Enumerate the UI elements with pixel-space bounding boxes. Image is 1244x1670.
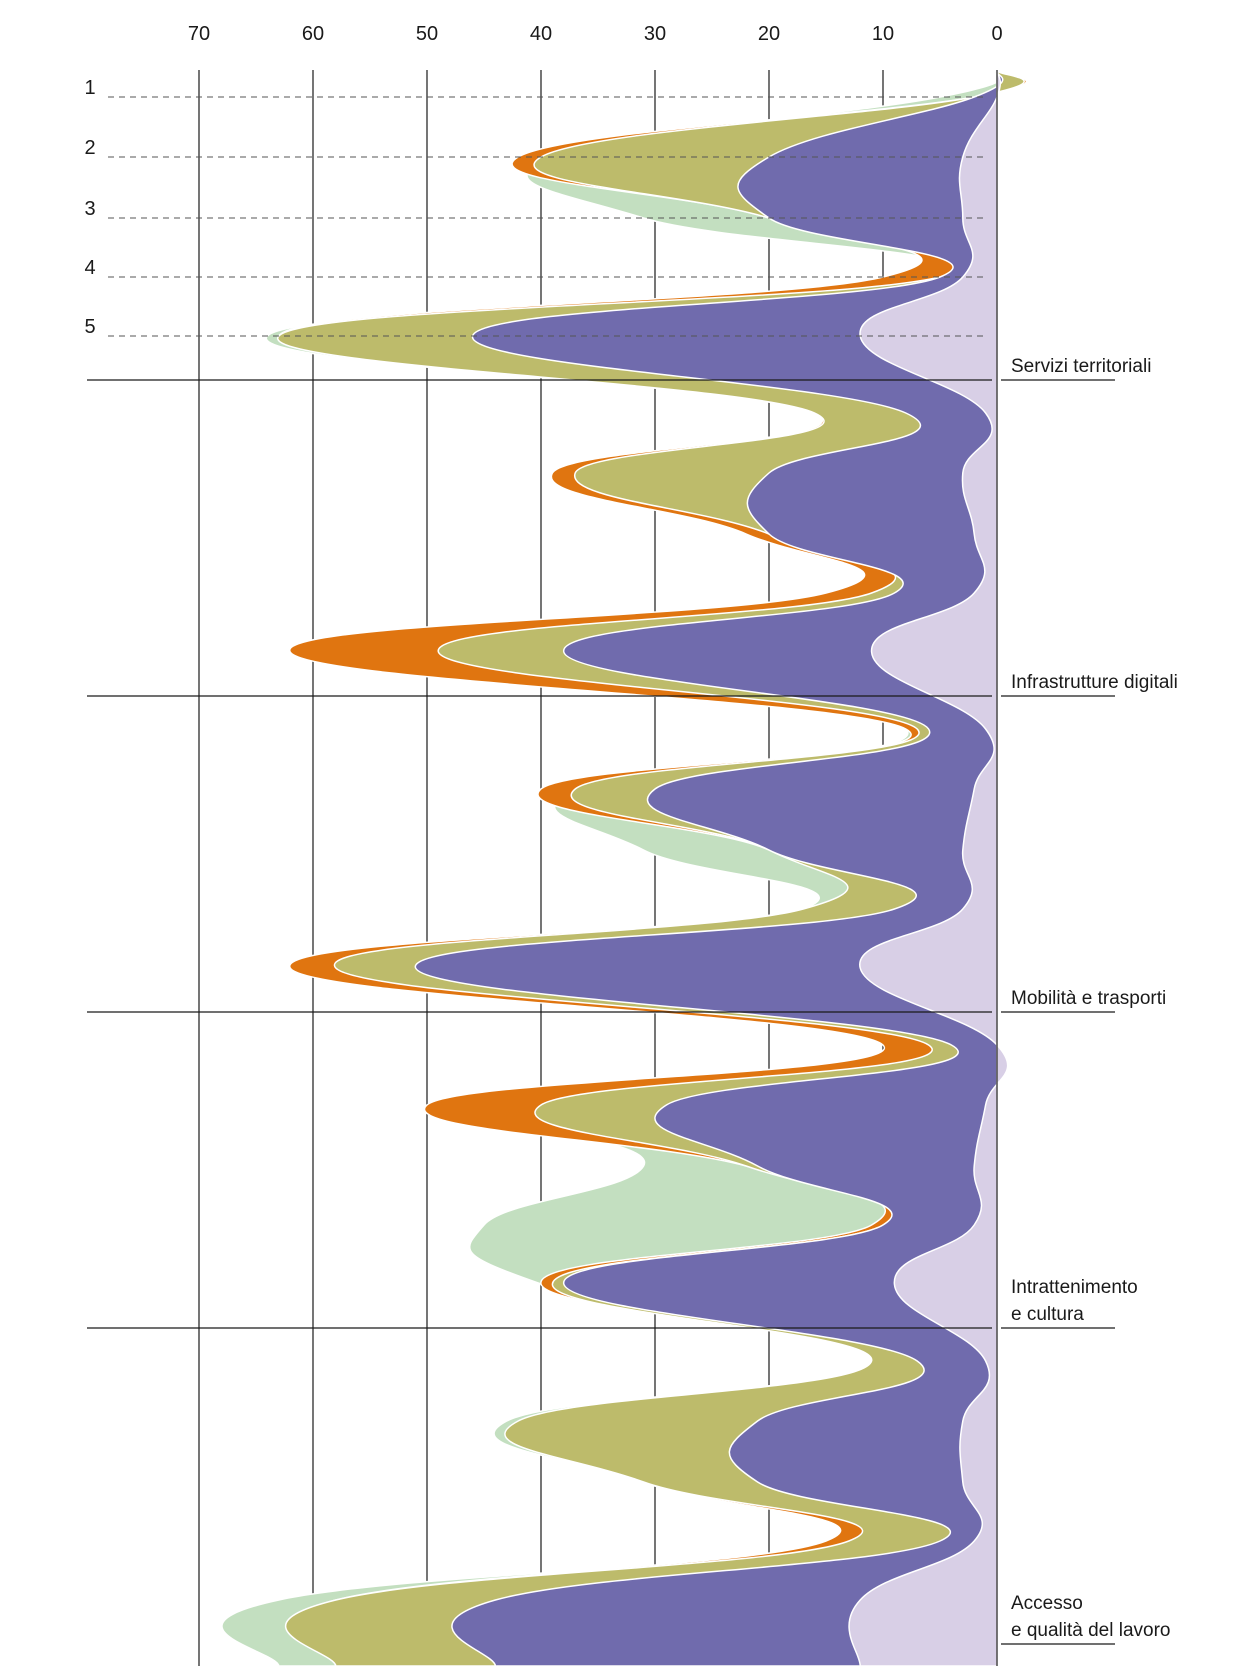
category-label: Infrastrutture digitali [1011,672,1178,693]
series-area-1 [414,69,1004,1667]
x-tick-label: 0 [991,23,1002,45]
category-label: Servizi territoriali [1011,356,1151,377]
x-tick-label: 20 [758,23,780,45]
x-tick-label: 30 [644,23,666,45]
x-tick-label: 10 [872,23,894,45]
x-axis-tick-layer: 70 60 50 40 30 20 10 0 [188,23,1003,45]
x-tick-label: 50 [416,23,438,45]
row-tick-label: 2 [84,137,95,159]
row-tick-label: 3 [84,198,95,220]
category-label: Accesso e qualità del lavoro [1011,1593,1171,1641]
x-tick-label: 60 [302,23,324,45]
category-divider-layer [87,70,1115,1666]
series-area-layer [221,69,1028,1667]
category-label: Mobilità e trasporti [1011,988,1166,1009]
x-tick-label: 40 [530,23,552,45]
category-label-layer: Servizi territoriali Infrastrutture digit… [1011,356,1178,1641]
row-tick-label: 1 [84,77,95,99]
row-tick-layer: 1 2 3 4 5 [84,77,987,338]
row-tick-label: 4 [84,257,95,279]
x-tick-label: 70 [188,23,210,45]
series-area-0 [848,69,1009,1667]
row-tick-label: 5 [84,316,95,338]
category-label: Intrattenimento e cultura [1011,1277,1138,1325]
